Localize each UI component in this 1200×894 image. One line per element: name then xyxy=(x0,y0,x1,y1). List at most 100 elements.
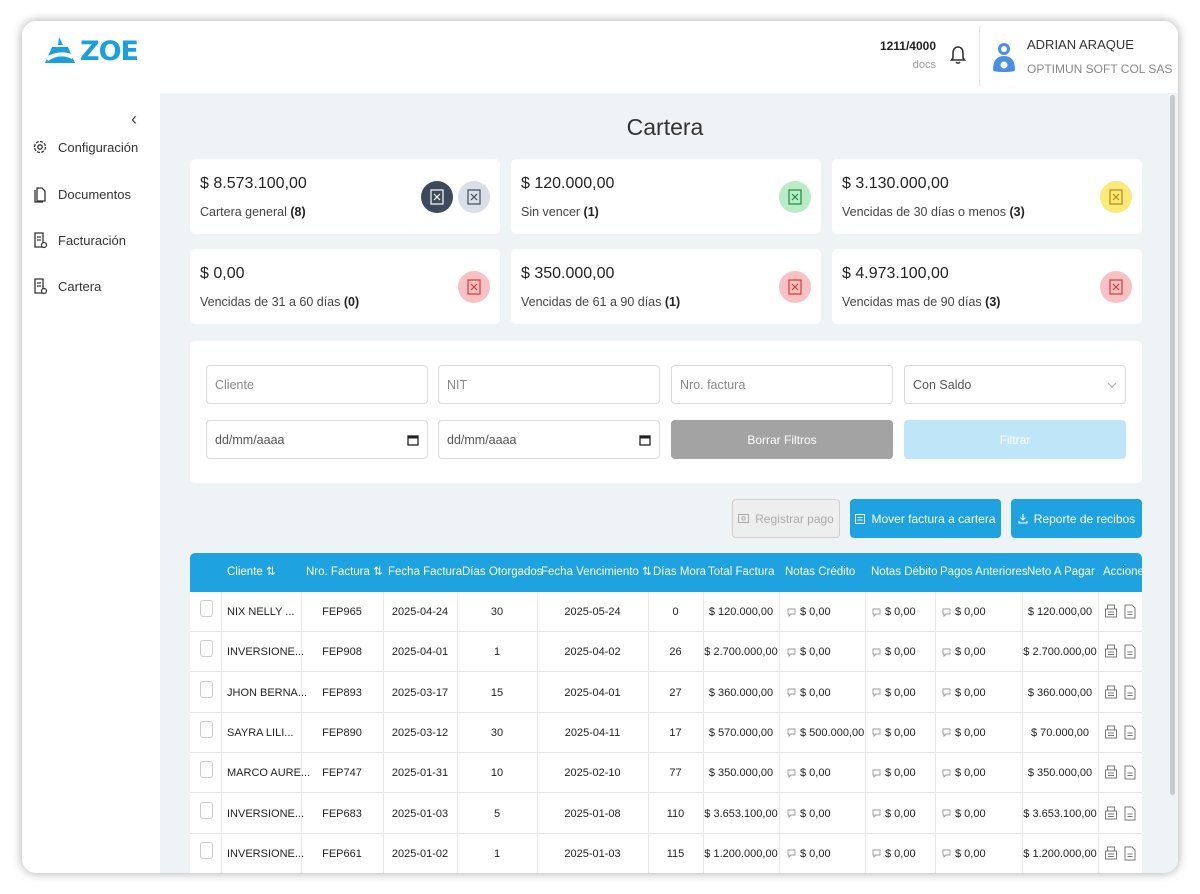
row-checkbox[interactable] xyxy=(200,600,213,617)
list-icon xyxy=(855,513,866,524)
cell-factura: FEP890 xyxy=(322,726,362,739)
sort-icon[interactable]: ⇅ xyxy=(373,566,383,578)
document-action-icon[interactable] xyxy=(1124,806,1136,821)
cell-cliente: JHON BERNA... xyxy=(227,686,308,699)
excel-export-green-icon[interactable] xyxy=(779,181,811,213)
table-row[interactable]: JHON BERNA... FEP893 2025-03-17 15 2025-04-0… xyxy=(190,673,1142,713)
receipt-action-icon[interactable] xyxy=(1104,685,1118,700)
sort-icon[interactable]: ⇅ xyxy=(642,566,652,578)
receipt-action-icon[interactable] xyxy=(1104,846,1118,861)
receipt-action-icon[interactable] xyxy=(1104,725,1118,740)
main-content: Cartera $ 8.573.100,00 Cartera general (… xyxy=(160,93,1178,873)
date-from-input[interactable]: dd/mm/aaaa xyxy=(206,420,428,459)
notifications-bell-icon[interactable] xyxy=(949,45,967,70)
document-action-icon[interactable] xyxy=(1124,725,1136,740)
cell-mora: 27 xyxy=(669,686,682,699)
cell-cliente: SAYRA LILI... xyxy=(227,726,294,739)
date-to-input[interactable]: dd/mm/aaaa xyxy=(438,420,660,459)
table-row[interactable]: SAYRA LILI... FEP890 2025-03-12 30 2025-04-1… xyxy=(190,713,1142,753)
cell-credito: $ 500.000,00 xyxy=(787,713,864,753)
sidebar-collapse-button[interactable]: ‹ xyxy=(131,109,137,129)
register-payment-button[interactable]: Registrar pago xyxy=(732,499,840,538)
user-name[interactable]: ADRIAN ARAQUE xyxy=(1027,37,1134,52)
nit-input[interactable]: NIT xyxy=(438,365,660,404)
col-header-acciones: Acciones xyxy=(1103,566,1142,578)
invoice-icon xyxy=(34,232,48,249)
move-invoice-button[interactable]: Mover factura a cartera xyxy=(850,499,1001,538)
receipt-action-icon[interactable] xyxy=(1104,765,1118,780)
company-name: OPTIMUN SOFT COL SAS xyxy=(1027,62,1173,76)
card-amount: $ 0,00 xyxy=(200,265,245,282)
table-row[interactable]: NIX NELLY ... FEP965 2025-04-24 30 2025-05-2… xyxy=(190,592,1142,632)
card-label: Vencidas de 61 a 90 días (1) xyxy=(521,295,681,309)
cell-credito: $ 0,00 xyxy=(787,753,831,793)
col-header-cliente[interactable]: Cliente ⇅ xyxy=(227,566,276,578)
cell-debito: $ 0,00 xyxy=(872,673,916,713)
cell-factura: FEP747 xyxy=(322,767,362,780)
document-action-icon[interactable] xyxy=(1124,765,1136,780)
user-avatar-icon[interactable] xyxy=(992,40,1016,77)
excel-export-dark-icon[interactable] xyxy=(421,181,453,213)
col-header-dias: Días Otorgados xyxy=(462,566,543,578)
row-checkbox[interactable] xyxy=(200,801,213,819)
excel-export-red-icon[interactable] xyxy=(458,271,490,303)
summary-card-61-90: $ 350.000,00 Vencidas de 61 a 90 días (1… xyxy=(511,249,821,324)
column-divider xyxy=(1022,592,1023,873)
filter-button[interactable]: Filtrar xyxy=(904,420,1126,459)
table-row[interactable]: INVERSIONE... FEP661 2025-01-02 1 2025-01-03… xyxy=(190,834,1142,873)
sort-icon[interactable]: ⇅ xyxy=(266,566,276,578)
row-checkbox[interactable] xyxy=(200,761,213,779)
col-header-vencimiento[interactable]: Fecha Vencimiento ⇅ xyxy=(541,566,652,578)
receipt-action-icon[interactable] xyxy=(1104,604,1118,619)
payments-icon xyxy=(942,687,955,699)
calendar-icon[interactable] xyxy=(407,434,419,446)
cell-pagos: $ 0,00 xyxy=(942,592,986,632)
saldo-select[interactable]: Con Saldo xyxy=(904,365,1126,404)
note-credit-icon xyxy=(787,646,800,658)
excel-export-red-icon[interactable] xyxy=(779,271,811,303)
cell-credito: $ 0,00 xyxy=(787,673,831,713)
col-header-factura[interactable]: Nro. Factura ⇅ xyxy=(306,566,383,578)
column-divider xyxy=(779,592,780,873)
column-divider xyxy=(648,592,649,873)
row-actions xyxy=(1104,644,1136,659)
sidebar-item-documentos[interactable]: Documentos xyxy=(32,185,131,203)
clear-filters-button[interactable]: Borrar Filtros xyxy=(671,420,893,459)
sidebar-item-facturacion[interactable]: Facturación xyxy=(32,231,126,249)
table-row[interactable]: MARCO AURE... FEP747 2025-01-31 10 2025-02-1… xyxy=(190,753,1142,794)
cell-cliente: INVERSIONE... xyxy=(227,847,305,860)
excel-export-light-icon[interactable] xyxy=(458,181,490,213)
cell-vence: 2025-04-02 xyxy=(564,646,621,659)
cell-total: $ 350.000,00 xyxy=(708,767,774,780)
table-row[interactable]: INVERSIONE... FEP683 2025-01-03 5 2025-01-08… xyxy=(190,794,1142,834)
factura-input[interactable]: Nro. factura xyxy=(671,365,893,404)
calendar-icon[interactable] xyxy=(639,434,651,446)
row-checkbox[interactable] xyxy=(200,841,213,859)
document-action-icon[interactable] xyxy=(1124,846,1136,861)
receipt-action-icon[interactable] xyxy=(1104,644,1118,659)
row-checkbox[interactable] xyxy=(200,720,213,738)
cell-cliente: NIX NELLY ... xyxy=(227,606,295,618)
excel-export-red-icon[interactable] xyxy=(1100,271,1132,303)
sidebar: ‹ Configuración Documentos Facturación C… xyxy=(22,93,160,873)
receipt-action-icon[interactable] xyxy=(1104,806,1118,821)
cell-factura: FEP965 xyxy=(322,606,362,618)
summary-card-mas-90: $ 4.973.100,00 Vencidas mas de 90 días (… xyxy=(832,249,1142,324)
excel-export-yellow-icon[interactable] xyxy=(1100,181,1132,213)
cliente-input[interactable]: Cliente xyxy=(206,365,428,404)
card-amount: $ 4.973.100,00 xyxy=(842,265,949,282)
sidebar-item-label: Documentos xyxy=(58,186,131,202)
document-action-icon[interactable] xyxy=(1124,685,1136,700)
sidebar-item-cartera[interactable]: Cartera xyxy=(32,277,101,295)
document-action-icon[interactable] xyxy=(1124,604,1136,619)
row-checkbox[interactable] xyxy=(200,640,213,658)
document-action-icon[interactable] xyxy=(1124,644,1136,659)
row-checkbox[interactable] xyxy=(200,680,213,698)
scrollbar[interactable] xyxy=(1170,95,1175,795)
table-row[interactable]: INVERSIONE... FEP908 2025-04-01 1 2025-04-02… xyxy=(190,632,1142,673)
receipts-report-button[interactable]: Reporte de recibos xyxy=(1011,499,1142,538)
logo[interactable]: ZOE xyxy=(42,35,139,67)
header-divider xyxy=(979,26,980,86)
note-debit-icon xyxy=(872,848,885,860)
sidebar-item-configuracion[interactable]: Configuración xyxy=(32,139,138,155)
